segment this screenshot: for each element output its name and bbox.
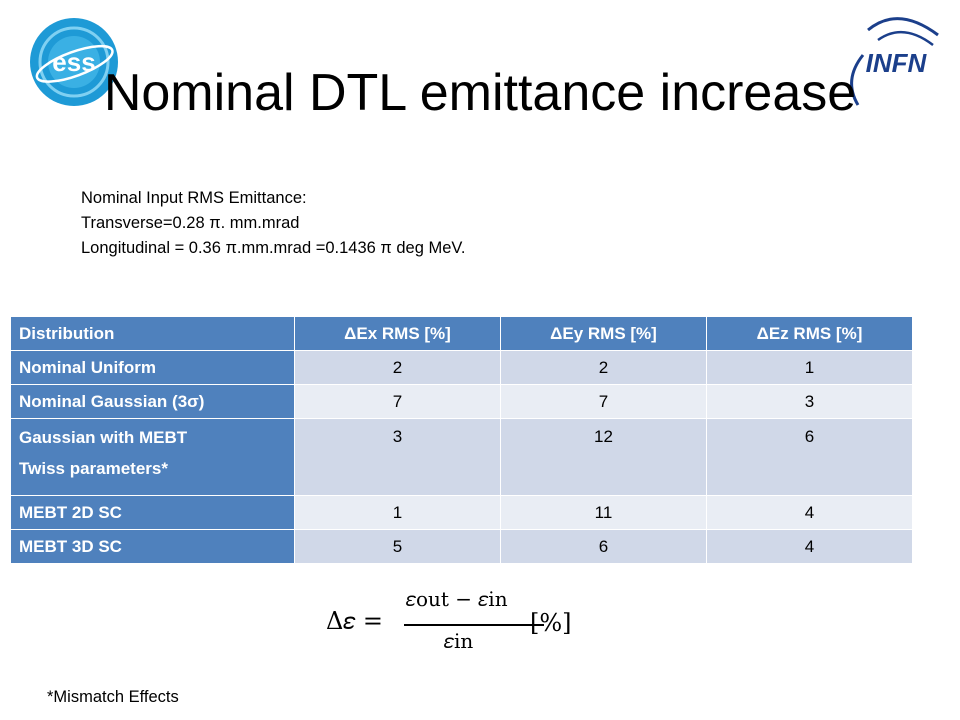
emittance-formula: Δ𝜀 = 𝜀out − 𝜀in 𝜀in [%] — [326, 585, 576, 665]
table-cell: 4 — [706, 529, 913, 564]
row-label: Nominal Gaussian (3σ) — [10, 384, 295, 419]
table-cell: 3 — [706, 384, 913, 419]
table-cell: 11 — [500, 495, 707, 530]
infn-logo-text: INFN — [866, 48, 928, 78]
column-header: Distribution — [10, 316, 295, 351]
table-row: Gaussian with MEBT Twiss parameters* 3 1… — [10, 418, 913, 496]
formula-unit: [%] — [530, 609, 572, 637]
fraction-bar — [404, 624, 544, 626]
formula-lhs: Δ𝜀 = — [326, 607, 383, 635]
row-label-line-1: Gaussian with MEBT — [19, 428, 188, 447]
intro-line-1: Nominal Input RMS Emittance: — [81, 189, 307, 207]
ess-logo-text: ess — [52, 47, 95, 77]
table-row: MEBT 2D SC 1 11 4 — [10, 495, 913, 530]
column-header: ΔEy RMS [%] — [500, 316, 707, 351]
row-label: MEBT 3D SC — [10, 529, 295, 564]
row-label: Nominal Uniform — [10, 350, 295, 385]
table-cell: 6 — [706, 418, 913, 496]
intro-text: Nominal Input RMS Emittance: Transverse=… — [81, 186, 465, 261]
infn-logo: INFN — [850, 17, 939, 106]
intro-line-2: Transverse=0.28 π. mm.mrad — [81, 214, 300, 232]
table-cell: 1 — [706, 350, 913, 385]
row-label: Gaussian with MEBT Twiss parameters* — [10, 418, 295, 496]
table-cell: 7 — [500, 384, 707, 419]
column-header: ΔEz RMS [%] — [706, 316, 913, 351]
table-cell: 4 — [706, 495, 913, 530]
footnote: *Mismatch Effects — [47, 688, 179, 706]
table-cell: 7 — [294, 384, 501, 419]
formula-numerator: 𝜀out − 𝜀in — [406, 587, 508, 611]
table-cell: 5 — [294, 529, 501, 564]
ess-logo: ess — [30, 18, 118, 106]
table-cell: 6 — [500, 529, 707, 564]
table-row: Nominal Gaussian (3σ) 7 7 3 — [10, 384, 913, 419]
table-cell: 2 — [500, 350, 707, 385]
table-row: MEBT 3D SC 5 6 4 — [10, 529, 913, 564]
row-label-line-2: Twiss parameters* — [19, 459, 168, 478]
emittance-table: Distribution ΔEx RMS [%] ΔEy RMS [%] ΔEz… — [10, 316, 913, 564]
table-header-row: Distribution ΔEx RMS [%] ΔEy RMS [%] ΔEz… — [10, 316, 913, 351]
table-cell: 1 — [294, 495, 501, 530]
table-cell: 2 — [294, 350, 501, 385]
table-cell: 12 — [500, 418, 707, 496]
column-header: ΔEx RMS [%] — [294, 316, 501, 351]
row-label: MEBT 2D SC — [10, 495, 295, 530]
intro-line-3: Longitudinal = 0.36 π.mm.mrad =0.1436 π … — [81, 239, 466, 257]
table-cell: 3 — [294, 418, 501, 496]
table-row: Nominal Uniform 2 2 1 — [10, 350, 913, 385]
page-title: Nominal DTL emittance increase — [103, 64, 857, 122]
formula-denominator: 𝜀in — [444, 629, 474, 653]
